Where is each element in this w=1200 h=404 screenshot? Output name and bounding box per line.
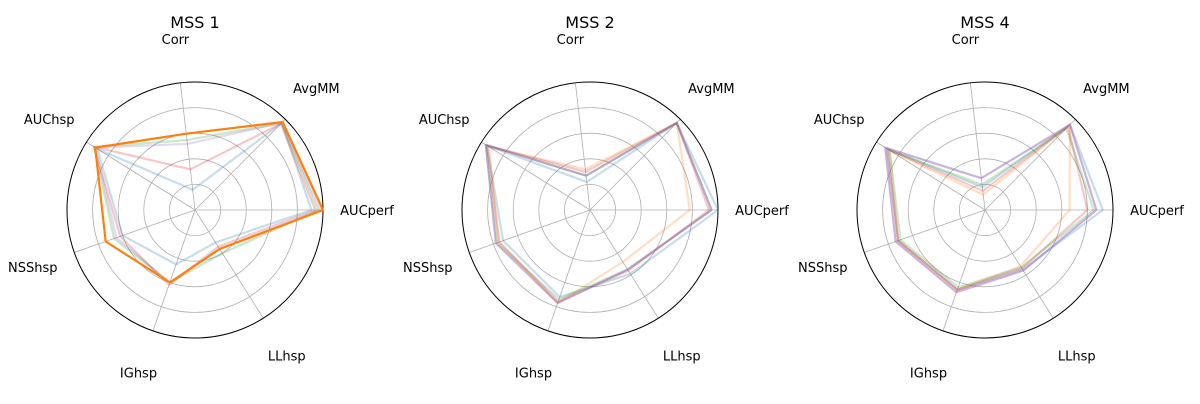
axis-label-aucperf: AUCperf — [340, 204, 394, 219]
spoke-nsshsp — [469, 209, 591, 253]
axis-label-nsshsp: NSShsp — [8, 261, 58, 276]
axis-label-auchsp: AUChsp — [419, 113, 470, 128]
spoke-avgmm — [194, 119, 286, 211]
series-line-5 — [484, 121, 713, 305]
spoke-avgmm — [984, 119, 1076, 211]
series-line-2 — [93, 121, 319, 284]
axis-label-nsshsp: NSShsp — [798, 261, 848, 276]
axis-label-avgmm: AvgMM — [293, 82, 340, 97]
axis-label-ighsp: IGhsp — [515, 367, 552, 382]
spoke-corr — [969, 82, 986, 211]
polar-frame — [461, 81, 719, 339]
axis-label-ighsp: IGhsp — [120, 367, 157, 382]
series-line-3 — [888, 127, 1095, 289]
spoke-nsshsp — [74, 209, 196, 253]
spoke-nsshsp — [864, 209, 986, 253]
axis-label-corr: Corr — [162, 33, 190, 48]
spoke-ighsp — [152, 209, 196, 332]
series-line-4 — [886, 125, 1089, 291]
spoke-ighsp — [547, 209, 591, 332]
spoke-corr — [179, 82, 196, 211]
series-line-1 — [886, 123, 1104, 291]
series-line-1 — [485, 121, 719, 299]
series-line-4 — [485, 121, 711, 303]
spoke-corr — [574, 82, 591, 211]
spoke-ighsp — [942, 209, 986, 332]
series-line-2 — [888, 123, 1071, 291]
radar-chart-3: AUCperf AvgMM Corr AUChsp NSShsp IGhsp LLhsp MS… — [798, 13, 1184, 382]
axis-label-corr: Corr — [557, 33, 585, 48]
spoke-avgmm — [589, 119, 681, 211]
axis-label-llhsp: LLhsp — [268, 349, 306, 364]
spoke-auchsp — [86, 141, 196, 211]
axis-label-auchsp: AUChsp — [814, 113, 865, 128]
series-line-5 — [94, 120, 324, 284]
series-line-4 — [94, 121, 322, 284]
chart-title: MSS 1 — [170, 13, 219, 32]
series-line-3 — [93, 122, 317, 287]
axis-label-aucperf: AUCperf — [735, 204, 789, 219]
radar-chart-2: AUCperf AvgMM Corr AUChsp NSShsp IGhsp LLhsp MS… — [403, 13, 789, 382]
axis-label-avgmm: AvgMM — [1083, 82, 1130, 97]
spoke-auchsp — [876, 141, 986, 211]
series-line-5 — [884, 123, 1098, 294]
series-line-1 — [96, 121, 313, 266]
series-line-3 — [484, 121, 713, 301]
polar-frame — [856, 81, 1114, 339]
spoke-auchsp — [481, 141, 591, 211]
spoke-llhsp — [984, 209, 1054, 319]
axis-label-ighsp: IGhsp — [910, 367, 947, 382]
chart-title: MSS 2 — [565, 13, 614, 32]
radar-chart-1: AUCperf AvgMM Corr AUChsp NSShsp IGhsp LLhsp MS… — [8, 13, 394, 382]
spoke-llhsp — [589, 209, 659, 319]
axis-label-corr: Corr — [952, 33, 980, 48]
chart-title: MSS 4 — [960, 13, 1009, 32]
axis-label-nsshsp: NSShsp — [403, 261, 453, 276]
series-line-2 — [488, 121, 691, 305]
axis-label-aucperf: AUCperf — [1130, 204, 1184, 219]
axis-label-auchsp: AUChsp — [24, 113, 75, 128]
spoke-llhsp — [194, 209, 264, 319]
axis-label-llhsp: LLhsp — [663, 349, 701, 364]
axis-label-avgmm: AvgMM — [688, 82, 735, 97]
axis-label-llhsp: LLhsp — [1058, 349, 1096, 364]
